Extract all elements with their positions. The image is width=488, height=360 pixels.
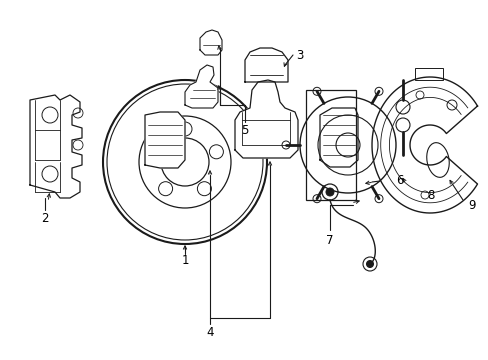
Polygon shape	[235, 80, 297, 158]
Polygon shape	[371, 77, 477, 213]
Polygon shape	[30, 95, 82, 198]
Circle shape	[366, 261, 373, 267]
Text: 9: 9	[468, 198, 475, 212]
Text: 8: 8	[427, 189, 434, 202]
Text: 2: 2	[41, 212, 49, 225]
Text: 5: 5	[241, 123, 248, 136]
Polygon shape	[145, 112, 184, 168]
Text: 6: 6	[395, 174, 403, 186]
Polygon shape	[200, 30, 222, 55]
Polygon shape	[184, 65, 218, 108]
Text: 7: 7	[325, 234, 333, 247]
Text: 3: 3	[296, 49, 303, 62]
Text: 1: 1	[181, 253, 188, 266]
Polygon shape	[319, 108, 357, 167]
Bar	[305, 90, 355, 200]
Circle shape	[325, 188, 333, 196]
Bar	[414, 68, 442, 80]
Polygon shape	[244, 48, 287, 82]
Text: 4: 4	[206, 325, 213, 338]
